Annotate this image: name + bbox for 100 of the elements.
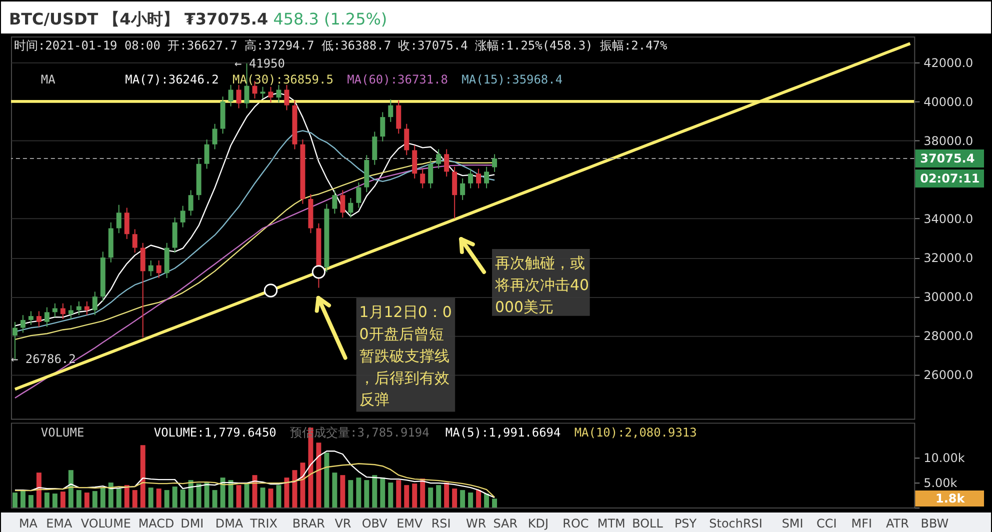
candlestick: [116, 204, 122, 234]
bar: [364, 480, 370, 508]
candlestick: [492, 154, 498, 172]
bar: [332, 472, 338, 508]
candlestick: [236, 84, 242, 109]
bar: [340, 475, 346, 508]
annotation: ← 26786.2: [10, 352, 76, 366]
bar: [44, 492, 50, 508]
candlestick: [452, 166, 458, 220]
y-tick-label: 40000.0: [924, 94, 974, 109]
candlestick: [340, 190, 346, 218]
candlestick: [84, 300, 90, 316]
candlestick: [444, 148, 450, 178]
candlestick: [428, 158, 434, 189]
line-series: [14, 463, 496, 498]
bar: [284, 478, 290, 508]
bar: [52, 494, 58, 508]
annotation: 1月12日0：00开盘后曾短暂跌破支撑线，后得到有效反弹: [359, 302, 452, 409]
text: 02:07:11: [920, 171, 980, 186]
candlestick: [396, 100, 402, 134]
bar: [132, 490, 138, 508]
bar: [68, 470, 74, 508]
bar: [252, 475, 258, 508]
candlestick: [124, 207, 130, 240]
chart-subtitle: 458.3 (1.25%): [273, 9, 388, 28]
bar: [260, 488, 266, 508]
bar: [396, 480, 402, 508]
bar: [140, 445, 146, 508]
bar: [124, 485, 130, 508]
bar: [116, 488, 122, 508]
candlestick: [156, 260, 162, 279]
candlestick: [140, 242, 146, 338]
candlestick: [268, 86, 274, 103]
bar: [180, 490, 186, 508]
bar: [300, 462, 306, 508]
candlestick: [284, 84, 290, 111]
bar: [452, 488, 458, 508]
bar: [436, 485, 442, 508]
text: MA(60):36731.8: [347, 72, 448, 86]
bar: [84, 492, 90, 508]
y-tick-label: 32000.0: [924, 251, 974, 266]
chart-title: BTC/USDT 【4小时】 ₮37075.4: [8, 9, 268, 28]
candlestick: [12, 321, 18, 360]
bar: [60, 492, 66, 508]
bar: [484, 494, 490, 508]
bar: [268, 488, 274, 508]
bar: [196, 484, 202, 508]
bar: [444, 482, 450, 508]
line-series: [14, 450, 496, 498]
candlestick: [212, 123, 218, 150]
annotation: 时间:2021-01-19 08:00 开:36627.7 高:37294.7 低:36388.7 收:37075.4 涨幅:1.25%(458.3) 振幅:2.47%: [14, 38, 668, 52]
ref-line-label: 37075.4: [920, 151, 975, 166]
bar: [380, 478, 386, 508]
bar: [460, 490, 466, 508]
candlestick: [380, 112, 386, 142]
y-tick-label: 38000.0: [924, 134, 974, 148]
candlestick: [332, 190, 338, 214]
bar: [36, 472, 42, 508]
candlestick: [460, 178, 466, 200]
bar: [220, 478, 226, 508]
bar: [292, 470, 298, 508]
text: MA EMA VOLUME MACD DMI DMA TRIX BRAR VR OBV EMV RSI WR SAR KDJ ROC MTM BOLL PSY StochRSI SMI CCI MFI ATR BBW: [18, 516, 949, 530]
y-tick-label: 26000.0: [924, 368, 974, 382]
candlestick: [76, 300, 82, 316]
bar: [420, 478, 426, 508]
candlestick: [372, 131, 378, 166]
candlestick: [36, 310, 42, 328]
bar: [468, 492, 474, 508]
bar: [236, 485, 242, 508]
bar: [492, 498, 498, 508]
candlestick: [476, 168, 482, 189]
y-tick-label: 42000.0: [924, 56, 974, 70]
bar: [276, 485, 282, 508]
candlestick: [28, 310, 34, 326]
y-tick-label: 30000.0: [924, 290, 974, 304]
bar: [172, 486, 178, 508]
candlestick: [20, 314, 26, 334]
bar: [228, 480, 234, 508]
candlestick: [420, 168, 426, 189]
bar: [348, 480, 354, 508]
bar: [164, 490, 170, 508]
bar: [404, 485, 410, 508]
bar: [212, 490, 218, 508]
candlestick: [348, 198, 354, 218]
candlestick: [148, 260, 154, 277]
candlestick: [188, 190, 194, 216]
candlestick: [228, 84, 234, 107]
candlestick: [132, 228, 138, 254]
y-tick-label: 5.00k: [924, 476, 958, 490]
candlestick: [436, 148, 442, 170]
candlestick: [468, 168, 474, 189]
bar: [412, 484, 418, 508]
candlestick: [68, 304, 74, 320]
bar: [28, 495, 34, 508]
candlestick: [260, 86, 266, 100]
candlestick: [44, 306, 50, 328]
annotation: VOLUME:1,779.6450: [154, 426, 276, 440]
candlestick: [60, 302, 66, 320]
legend-title: MA: [40, 72, 56, 86]
text: 1.8k: [936, 492, 966, 506]
